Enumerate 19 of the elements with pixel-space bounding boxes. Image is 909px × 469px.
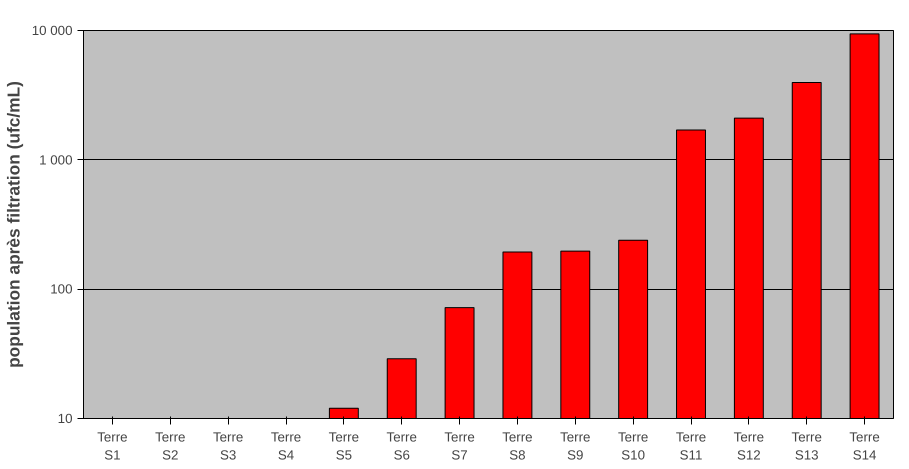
x-tick-label: Terre S3 [212,430,244,462]
x-tick-label: Terre S14 [849,430,880,462]
x-tick-label: Terre S2 [155,430,186,462]
y-tick-label: 1 000 [39,152,73,168]
x-tick-label: Terre S7 [444,430,475,462]
y-tick-label: 100 [50,282,73,297]
x-tick-label: Terre S12 [734,430,764,462]
x-tick-label: Terre S4 [270,430,302,462]
x-tick-label: Terre S5 [328,430,360,462]
x-tick-label: Terre S6 [386,430,417,462]
x-tick-label: Terre S10 [618,430,648,462]
x-tick-label: Terre S8 [502,430,533,462]
x-tick-label: Terre S11 [676,430,706,462]
y-tick-label: 10 [58,411,73,426]
y-axis-title: population après filtration (ufc/mL) [4,81,24,368]
x-tick-label: Terre S9 [560,430,590,462]
x-tick-label: Terre S1 [97,430,128,462]
y-tick-label: 10 000 [32,23,72,38]
x-tick-label: Terre S13 [792,430,822,462]
